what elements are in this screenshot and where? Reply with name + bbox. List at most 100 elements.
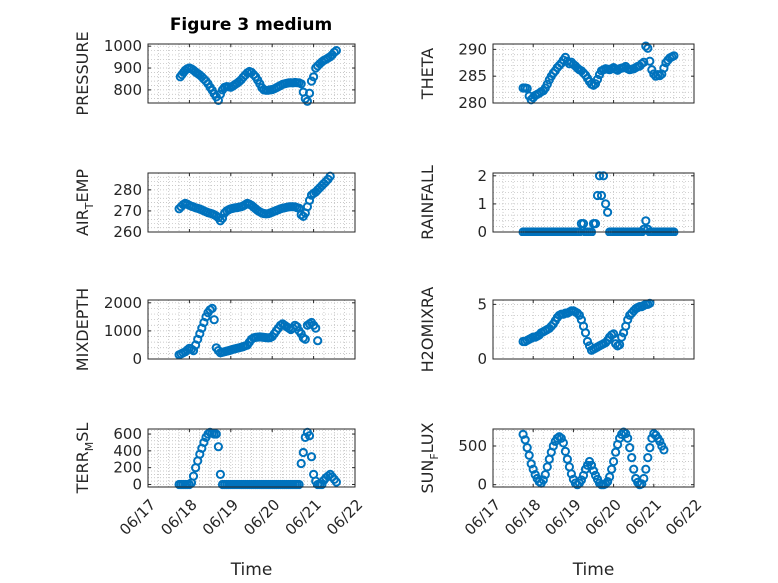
data-point: [643, 43, 653, 53]
data-point: [296, 79, 306, 89]
x-tick-label: 06/21: [282, 496, 325, 539]
x-tick-label: 06/19: [541, 496, 584, 539]
data-point: [645, 443, 655, 453]
data-point: [627, 453, 637, 463]
axes-border: [147, 428, 356, 488]
data-point: [304, 88, 315, 98]
data-point: [659, 63, 669, 73]
data-point: [524, 450, 534, 460]
y-tick-label: 280: [458, 94, 487, 112]
data-point: [601, 199, 611, 209]
y-tick-label: 1000: [104, 37, 142, 55]
data-point: [300, 432, 310, 442]
data-point: [669, 51, 679, 61]
data-point: [594, 171, 605, 181]
data-point: [588, 466, 599, 476]
y-tick-label: 280: [113, 181, 142, 199]
y-axis-label: PRESSURE: [73, 31, 92, 115]
data-point: [217, 213, 228, 223]
series-pressure: [175, 46, 341, 106]
data-point: [574, 310, 585, 320]
panel-mixdepth: 0 1000 2000 MIXDEPTH: [73, 288, 356, 371]
data-point: [641, 41, 651, 51]
data-point: [528, 464, 538, 474]
data-point: [621, 429, 631, 439]
x-tick-label: 06/18: [501, 496, 544, 539]
data-point: [659, 445, 669, 455]
data-point: [209, 315, 219, 325]
data-point: [576, 475, 587, 485]
data-point: [596, 190, 607, 201]
y-tick-label: 900: [113, 59, 142, 77]
data-point: [306, 452, 317, 462]
y-axis-label: TERRMSL: [73, 423, 96, 495]
y-tick-label: 2: [477, 167, 487, 185]
data-point: [538, 475, 548, 485]
data-point: [309, 72, 319, 82]
x-tick-label: 06/21: [622, 496, 665, 539]
data-point: [578, 219, 589, 229]
x-tick-label: 06/17: [116, 496, 159, 539]
axes-border: [147, 299, 356, 360]
y-tick-label: 600: [113, 425, 142, 443]
data-point: [609, 456, 619, 467]
data-point: [298, 447, 308, 458]
data-point: [611, 339, 621, 349]
axes-border: [492, 428, 695, 488]
data-point: [199, 437, 209, 447]
axes-box-terr-msl: [147, 428, 356, 488]
x-tick-label: 06/20: [582, 496, 625, 539]
y-tick-label: 260: [113, 223, 142, 241]
y-tick-label: 500: [458, 437, 487, 455]
y-tick-label: 0: [132, 475, 142, 493]
data-point: [566, 469, 577, 479]
data-point: [582, 336, 593, 347]
data-point: [304, 431, 315, 441]
data-point: [655, 436, 665, 446]
panel-theta: 280 285 290 THETA: [418, 40, 695, 112]
y-axis-label: SUNFLUX: [418, 422, 441, 493]
series-air-temp: [174, 171, 335, 226]
data-point: [302, 96, 312, 106]
y-axis-label: MIXDEPTH: [73, 288, 92, 371]
data-point: [629, 464, 639, 474]
y-tick-label: 290: [458, 40, 487, 58]
data-point: [639, 473, 649, 484]
x-tick-label: 06/19: [199, 496, 242, 539]
data-point: [641, 216, 651, 226]
x-axis-label: Time: [230, 560, 273, 580]
y-tick-label: 0: [477, 350, 487, 368]
data-point: [590, 219, 601, 229]
data-point: [526, 459, 536, 469]
x-tick-label: 06/20: [240, 496, 283, 539]
axes-border: [492, 172, 695, 233]
data-point: [331, 46, 341, 56]
x-tick-label: 06/17: [461, 496, 504, 539]
axes-border: [147, 43, 356, 104]
data-point: [623, 315, 633, 325]
data-point: [639, 57, 649, 67]
y-tick-label: 800: [113, 81, 142, 99]
y-tick-label: 400: [113, 442, 142, 460]
y-axis-label: THETA: [418, 48, 437, 100]
data-point: [556, 433, 566, 443]
data-point: [625, 443, 635, 453]
data-point: [580, 328, 591, 338]
data-point: [304, 195, 315, 205]
data-point: [213, 442, 223, 452]
series-theta: [518, 41, 679, 105]
y-tick-label: 285: [458, 67, 487, 85]
y-axis-label: AIRTEMP: [73, 169, 96, 236]
y-axis-label: H2OMIXRA: [418, 287, 437, 373]
x-tick-label: 06/18: [157, 496, 200, 539]
axes-border: [492, 43, 695, 104]
data-point: [188, 471, 199, 481]
panel-air-temp: 260 270 280 AIRTEMP: [73, 169, 356, 241]
y-axis-label: RAINFALL: [418, 165, 437, 240]
data-point: [300, 334, 310, 344]
y-tick-label: 270: [113, 202, 142, 220]
axes-box-rainfall: [492, 172, 695, 233]
x-tick-label: 06/22: [662, 496, 705, 539]
data-point: [560, 446, 571, 456]
